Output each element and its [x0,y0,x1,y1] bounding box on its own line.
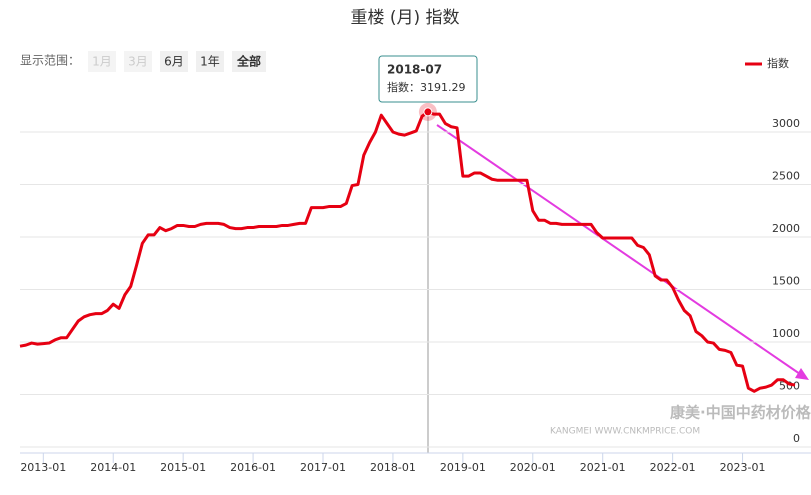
y-tick-label: 3000 [772,117,800,130]
range-label: 显示范围： [20,54,80,68]
tooltip-text: 指数：3191.29 [387,80,466,94]
x-tick-label: 2017-01 [300,461,346,474]
tooltip [378,55,478,103]
x-tick-label: 2014-01 [90,461,136,474]
data-line [19,110,796,393]
range-button-label[interactable]: 6月 [164,55,184,69]
range-button-label[interactable]: 1月 [92,55,112,69]
x-tick-label: 2013-01 [20,461,66,474]
y-tick-label: 500 [779,380,800,393]
range-button[interactable] [124,51,152,72]
y-tick-label: 1000 [772,327,800,340]
x-tick-label: 2022-01 [650,461,696,474]
x-tick-label: 2015-01 [160,461,206,474]
trend-arrow [436,124,801,375]
range-button-label[interactable]: 全部 [236,54,261,69]
range-button[interactable] [160,51,188,72]
watermark: 康美·中国中药材价格指数 [670,404,811,422]
x-tick-label: 2021-01 [580,461,626,474]
x-tick-label: 2019-01 [440,461,486,474]
y-tick-label: 0 [793,432,800,445]
chart-title: 重楼 (月) 指数 [350,8,459,28]
x-tick-label: 2020-01 [510,461,556,474]
y-tick-label: 2500 [772,170,800,183]
x-tick-label: 2023-01 [720,461,766,474]
range-button-label[interactable]: 3月 [128,55,148,69]
hover-point [423,107,433,117]
range-button-label[interactable]: 1年 [200,55,220,69]
range-button[interactable] [196,51,224,72]
tooltip-title: 2018-07 [387,63,442,77]
watermark-url: KANGMEI WWW.CNKMPRICE.COM [550,427,700,437]
y-tick-label: 1500 [772,275,800,288]
range-button[interactable] [88,51,116,72]
arrow-head [795,368,809,380]
x-tick-label: 2016-01 [230,461,276,474]
legend-label[interactable]: 指数 [767,56,789,70]
range-button[interactable] [232,51,266,72]
x-tick-label: 2018-01 [370,461,416,474]
y-tick-label: 2000 [772,222,800,235]
